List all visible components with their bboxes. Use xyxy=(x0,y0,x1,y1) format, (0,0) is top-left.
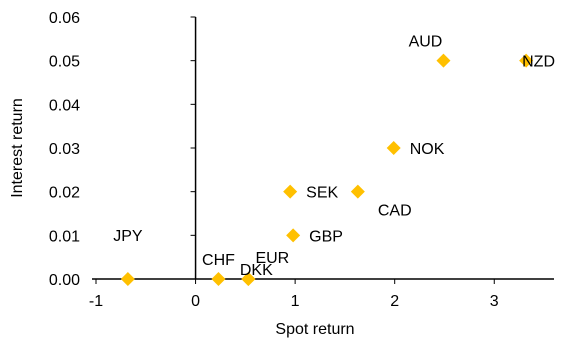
y-tick-label: 0.01 xyxy=(49,228,80,245)
data-point-sek xyxy=(283,184,298,199)
data-point-jpy xyxy=(120,272,135,286)
y-tick-label: 0.00 xyxy=(49,272,80,289)
point-label-chf: CHF xyxy=(202,252,235,269)
data-point-nok xyxy=(386,141,401,155)
y-axis-label: Interest return xyxy=(9,98,26,198)
x-tick-label: 3 xyxy=(490,293,499,310)
y-tick-label: 0.05 xyxy=(49,54,80,71)
data-point-chf xyxy=(211,272,226,286)
data-point-gbp xyxy=(286,228,301,243)
point-label-nzd: NZD xyxy=(522,54,555,71)
y-tick-label: 0.04 xyxy=(49,97,80,114)
point-label-dkk: DKK xyxy=(240,262,273,279)
axes: -1 0 1 2 3 0.00 0.01 0.02 0.03 0.04 0.05 0.06 xyxy=(49,10,554,310)
point-label-jpy: JPY xyxy=(113,228,143,245)
point-label-sek: SEK xyxy=(306,185,338,202)
x-tick-label: 0 xyxy=(191,293,200,310)
y-tick-label: 0.03 xyxy=(49,141,80,158)
point-label-gbp: GBP xyxy=(309,228,343,245)
y-tick-label: 0.06 xyxy=(49,10,80,27)
point-label-cad: CAD xyxy=(378,203,412,220)
point-label-aud: AUD xyxy=(409,34,443,51)
x-tick-label: 1 xyxy=(291,293,300,310)
data-point-eur xyxy=(241,272,256,286)
data-point-nzd xyxy=(519,53,534,68)
x-tick-label: 2 xyxy=(390,293,399,310)
data-point-cad xyxy=(350,184,365,199)
data-point-aud xyxy=(436,53,451,68)
x-axis-label: Spot return xyxy=(275,321,354,338)
data-points xyxy=(120,53,534,286)
point-label-nok: NOK xyxy=(410,141,445,158)
point-label-eur: EUR xyxy=(255,250,289,267)
x-tick-label: -1 xyxy=(89,293,103,310)
y-tick-label: 0.02 xyxy=(49,185,80,202)
